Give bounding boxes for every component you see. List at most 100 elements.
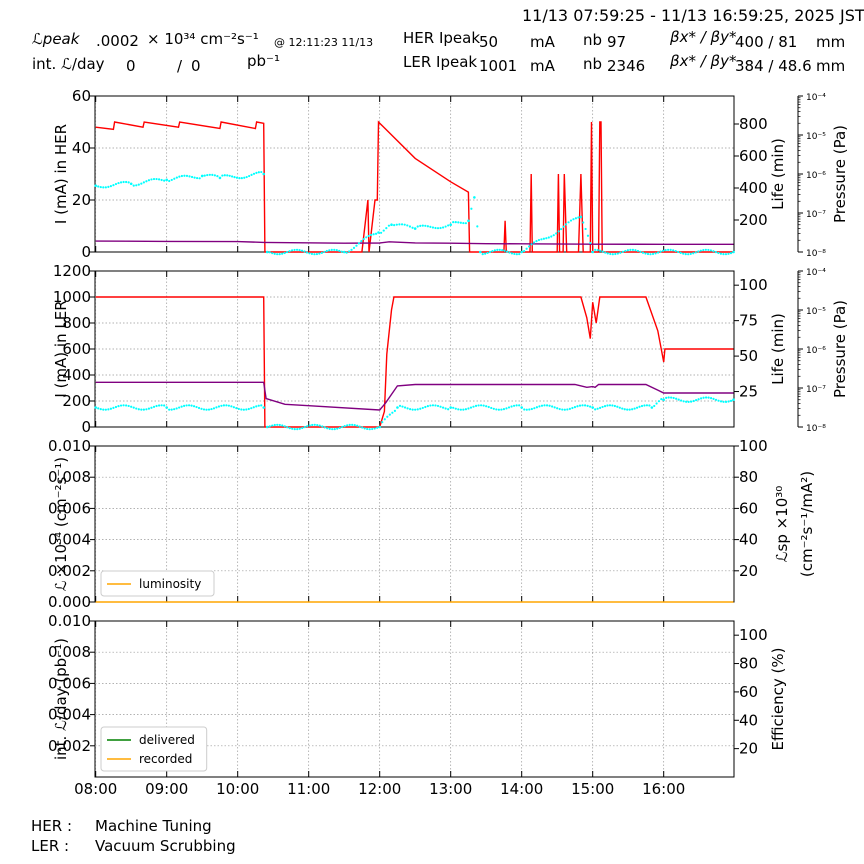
data-point (462, 221, 465, 225)
data-point (406, 224, 409, 227)
legend-box (100, 570, 215, 597)
data-point (576, 405, 579, 408)
data-point (685, 400, 688, 403)
data-point (163, 404, 166, 407)
data-point (577, 216, 580, 219)
y-axis-label-right: Life (min) (769, 313, 787, 385)
data-point (704, 396, 708, 399)
data-point (170, 408, 173, 411)
x-tick-label: 13:00 (429, 780, 472, 798)
x-tick-label: 14:00 (500, 780, 543, 798)
data-point (530, 243, 533, 246)
data-point (717, 399, 720, 402)
data-point (183, 174, 186, 177)
data-point (205, 408, 208, 411)
data-point (301, 426, 304, 430)
data-point (326, 427, 329, 430)
data-point (591, 406, 594, 409)
data-point (624, 249, 627, 253)
y-tick-label-right: 100 (739, 626, 768, 644)
y-tick-label-left: 0 (81, 418, 91, 436)
ler-nb-value: 2346 (607, 57, 646, 75)
data-point (200, 407, 203, 410)
data-point (190, 175, 194, 179)
data-point (155, 177, 158, 181)
data-point (564, 223, 568, 226)
data-point (293, 428, 296, 431)
data-point (626, 249, 629, 252)
data-point (192, 405, 196, 408)
data-point (265, 250, 269, 254)
data-point (320, 251, 323, 254)
data-point (190, 404, 193, 407)
data-point (129, 182, 133, 186)
data-point (350, 248, 353, 251)
data-point (160, 178, 163, 182)
data-point (484, 252, 487, 255)
time-range: 11/13 07:59:25 - 11/13 16:59:25, 2025 JS… (522, 6, 864, 25)
data-point (255, 171, 258, 174)
data-point (621, 250, 624, 253)
data-point (533, 407, 536, 410)
data-point (682, 400, 685, 403)
data-point (729, 252, 733, 255)
data-point (351, 423, 354, 426)
data-point (470, 207, 473, 210)
data-point (296, 428, 299, 431)
x-tick-label: 11:00 (287, 780, 330, 798)
data-point (551, 405, 554, 408)
data-point (729, 399, 733, 402)
data-point (646, 252, 650, 256)
data-point (345, 251, 348, 254)
data-point (226, 174, 229, 177)
data-point (447, 408, 450, 411)
y-tick-label-right: 80 (739, 655, 758, 673)
data-point (238, 177, 241, 180)
data-point (601, 250, 604, 253)
y-tick-label-left: 1200 (53, 262, 91, 280)
data-point (114, 405, 118, 409)
data-point (481, 253, 484, 256)
data-point (331, 428, 334, 431)
int-lum-delivered: 0 (126, 57, 136, 75)
data-point (614, 252, 617, 256)
data-point (582, 221, 585, 224)
panel-frame-integrated (94, 620, 735, 778)
data-point (560, 227, 563, 231)
data-point (558, 407, 561, 411)
data-point (426, 405, 429, 408)
data-point (413, 227, 417, 230)
data-point (654, 252, 657, 255)
data-point (283, 251, 286, 255)
pressure-tick-label: 10⁻⁵ (806, 307, 826, 317)
data-point (212, 407, 216, 410)
data-point (207, 408, 211, 411)
data-point (187, 404, 191, 407)
data-point (518, 252, 521, 256)
y-axis-label-left: ℒ ×10³⁴ (cm⁻²s⁻¹) (52, 457, 70, 591)
data-point (163, 179, 166, 182)
int-lum-recorded: 0 (191, 57, 201, 75)
data-point (152, 177, 156, 181)
pressure-tick-label: 10⁻⁸ (806, 249, 826, 259)
data-point (606, 404, 609, 407)
data-point (561, 408, 564, 411)
data-point (376, 426, 379, 429)
data-point (571, 406, 574, 410)
data-point (667, 248, 670, 251)
data-point (599, 249, 602, 252)
data-point (611, 404, 614, 407)
data-point (202, 408, 206, 411)
data-point (441, 226, 445, 229)
data-point (635, 406, 639, 409)
data-point (712, 250, 715, 253)
data-point (142, 408, 145, 411)
data-point (409, 408, 412, 411)
data-point (321, 425, 324, 428)
data-point (352, 246, 356, 249)
data-point (677, 398, 680, 401)
data-point (377, 231, 380, 234)
data-point (653, 404, 656, 408)
data-point (459, 221, 462, 224)
int-lum-separator: / (177, 57, 183, 75)
